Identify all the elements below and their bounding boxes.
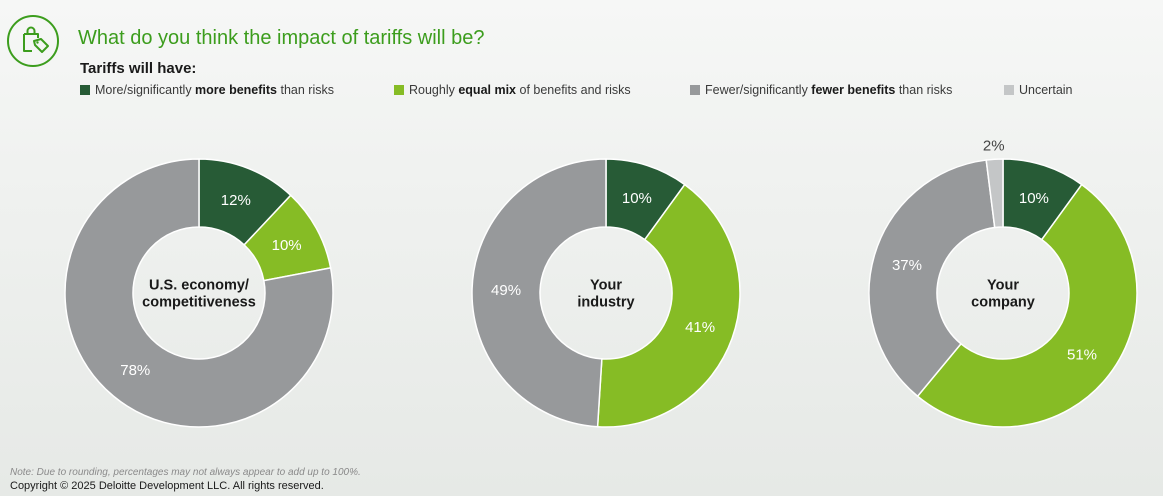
legend-swatch-uncertain bbox=[1004, 85, 1014, 95]
legend-text-equal: Roughly equal mix of benefits and risks bbox=[409, 83, 631, 97]
legend-swatch-fewer bbox=[690, 85, 700, 95]
footnote: Note: Due to rounding, percentages may n… bbox=[10, 467, 361, 478]
donut-us-economy-slice-fewer-benefits bbox=[64, 158, 334, 428]
donut-industry-label-fewer-benefits: 49% bbox=[491, 282, 521, 299]
donut-industry-slice-fewer-benefits bbox=[471, 158, 607, 428]
legend-text-fewer: Fewer/significantly fewer benefits than … bbox=[705, 83, 953, 97]
page-title: What do you think the impact of tariffs … bbox=[78, 27, 485, 49]
legend-swatch-more bbox=[80, 85, 90, 95]
legend-item-fewer: Fewer/significantly fewer benefits than … bbox=[690, 83, 952, 97]
legend-text-more: More/significantly more benefits than ri… bbox=[95, 83, 334, 97]
donut-company-label-more-benefits: 10% bbox=[1019, 190, 1049, 207]
donut-us-economy-center-label: U.S. economy/ bbox=[149, 278, 249, 294]
legend: More/significantly more benefits than ri… bbox=[0, 83, 1163, 101]
donut-company-label-fewer-benefits: 37% bbox=[892, 257, 922, 274]
legend-swatch-equal bbox=[394, 85, 404, 95]
legend-item-uncertain: Uncertain bbox=[1004, 83, 1073, 97]
chart-subtitle: Tariffs will have: bbox=[80, 60, 197, 77]
legend-item-more: More/significantly more benefits than ri… bbox=[80, 83, 334, 97]
legend-item-equal: Roughly equal mix of benefits and risks bbox=[394, 83, 631, 97]
donut-company-slice-uncertain bbox=[985, 158, 1004, 229]
donut-industry-center-label: Your bbox=[590, 278, 622, 294]
donut-company-center-label: Your bbox=[987, 278, 1019, 294]
donut-us-economy-label-more-benefits: 12% bbox=[221, 192, 251, 209]
copyright: Copyright © 2025 Deloitte Development LL… bbox=[10, 480, 324, 492]
donut-company-center-label: company bbox=[971, 295, 1035, 311]
legend-text-uncertain: Uncertain bbox=[1019, 83, 1073, 97]
donut-industry-label-equal-mix: 41% bbox=[685, 319, 715, 336]
donut-company-slice-equal-mix bbox=[916, 183, 1138, 428]
donut-industry-slice-equal-mix bbox=[596, 183, 741, 428]
donut-us-economy-label-equal-mix: 10% bbox=[272, 237, 302, 254]
donut-industry-label-more-benefits: 10% bbox=[622, 190, 652, 207]
donut-us-economy-center-label: competitiveness bbox=[142, 295, 256, 311]
donut-us-economy-label-fewer-benefits: 78% bbox=[120, 362, 150, 379]
donut-industry-center-label: industry bbox=[577, 295, 634, 311]
donut-company-label-uncertain: 2% bbox=[983, 137, 1005, 154]
shopping-bag-tag-icon bbox=[7, 15, 59, 67]
donut-company-label-equal-mix: 51% bbox=[1067, 346, 1097, 363]
donut-company-slice-fewer-benefits bbox=[868, 159, 996, 398]
